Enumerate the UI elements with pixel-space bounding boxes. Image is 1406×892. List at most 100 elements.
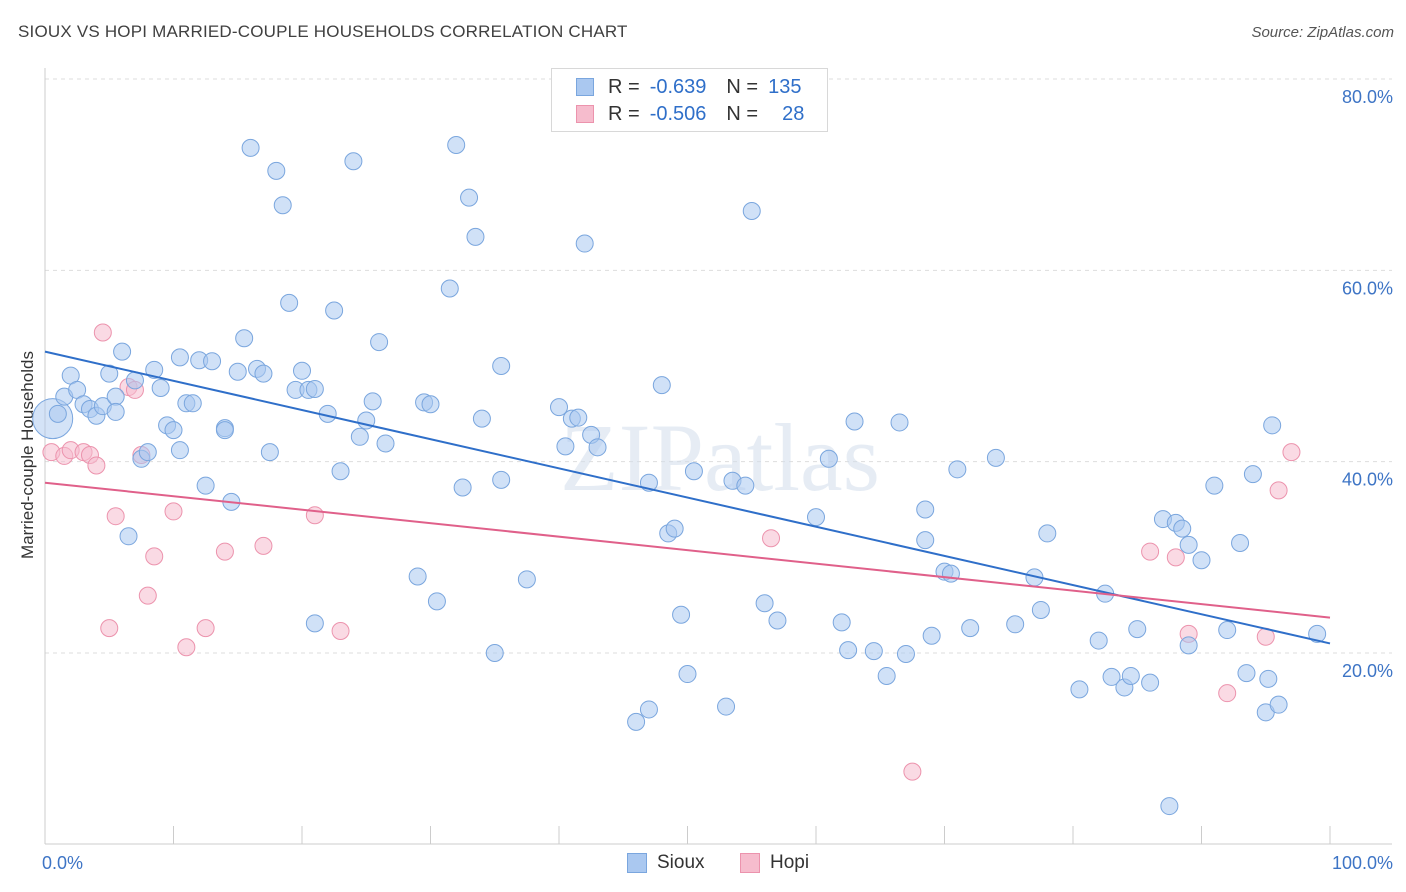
hopi-point: [903, 762, 922, 781]
sioux-point: [588, 438, 607, 457]
sioux-point: [370, 333, 389, 352]
sioux-point: [948, 460, 967, 479]
legend-item-sioux[interactable]: Sioux: [627, 852, 705, 874]
sioux-point: [665, 519, 684, 538]
sioux-legend-label: Sioux: [657, 852, 705, 873]
sioux-point: [305, 614, 324, 633]
sioux-points: [32, 136, 1327, 816]
sioux-legend-swatch: [627, 853, 647, 873]
hopi-r-value: -0.506: [649, 102, 707, 125]
source-label: Source: ZipAtlas.com: [1251, 24, 1394, 41]
sioux-point: [492, 357, 511, 375]
sioux-point: [164, 421, 183, 440]
sioux-point: [922, 626, 941, 645]
sioux-point: [1192, 551, 1211, 570]
x-tick-label: 0.0%: [42, 853, 83, 873]
sioux-point: [755, 594, 774, 613]
sioux-point: [350, 427, 369, 446]
hopi-point: [106, 507, 125, 526]
sioux-point: [421, 395, 440, 414]
sioux-point: [460, 188, 479, 207]
hopi-trend-line: [44, 481, 1331, 619]
sioux-point: [293, 361, 311, 380]
sioux-point: [260, 443, 279, 462]
hopi-swatch: [576, 105, 594, 123]
hopi-point: [93, 323, 112, 342]
sioux-point: [1269, 695, 1288, 714]
sioux-point: [267, 161, 286, 180]
sioux-point: [1308, 624, 1327, 643]
sioux-point: [170, 441, 189, 460]
sioux-point: [113, 342, 132, 361]
sioux-point: [1243, 465, 1262, 484]
sioux-point: [1179, 535, 1198, 554]
sioux-point: [1031, 600, 1050, 619]
sioux-point: [273, 196, 292, 215]
sioux-point: [672, 605, 691, 624]
sioux-point: [196, 476, 215, 495]
correlation-legend: R = -0.639 N = 135 R = -0.506 N = 28: [551, 68, 828, 132]
sioux-point: [427, 592, 446, 611]
sioux-point: [440, 279, 459, 298]
sioux-point: [1263, 416, 1282, 435]
hopi-point: [1141, 542, 1160, 561]
sioux-point: [106, 402, 125, 421]
hopi-point: [87, 456, 106, 475]
y-tick-label: 40.0%: [1342, 470, 1393, 490]
sioux-point: [254, 364, 273, 383]
chart-title: SIOUX VS HOPI MARRIED-COUPLE HOUSEHOLDS …: [18, 22, 628, 41]
sioux-point: [331, 462, 350, 481]
hopi-point: [1282, 443, 1301, 462]
sioux-point: [652, 376, 671, 395]
sioux-point: [807, 508, 825, 527]
hopi-n-label: N =: [726, 102, 759, 125]
sioux-point: [916, 531, 935, 550]
sioux-point: [119, 527, 138, 546]
sioux-point: [235, 329, 254, 348]
sioux-point: [183, 394, 202, 413]
sioux-point: [1006, 615, 1025, 634]
hopi-point: [177, 638, 196, 657]
sioux-point: [890, 413, 909, 432]
sioux-point: [1237, 664, 1256, 683]
sioux-point: [215, 421, 234, 440]
sioux-point: [408, 567, 427, 586]
sioux-point: [1121, 666, 1140, 685]
sioux-point: [961, 619, 980, 638]
hopi-legend-label: Hopi: [770, 852, 810, 873]
sioux-point: [684, 462, 703, 481]
sioux-swatch: [576, 78, 594, 96]
sioux-point: [48, 404, 67, 423]
sioux-point: [627, 712, 646, 731]
sioux-point: [280, 293, 299, 312]
sioux-point: [717, 697, 736, 716]
sioux-point: [447, 136, 466, 155]
sioux-point: [1231, 533, 1250, 552]
sioux-point: [832, 613, 851, 632]
sioux-point: [569, 408, 588, 427]
sioux-point: [736, 476, 755, 495]
sioux-point: [344, 152, 363, 171]
sioux-r-value: -0.639: [649, 75, 707, 98]
sioux-point: [896, 644, 915, 663]
sioux-point: [877, 666, 896, 685]
sioux-point: [228, 362, 247, 381]
grid: [45, 78, 1392, 654]
legend-item-hopi[interactable]: Hopi: [740, 852, 809, 874]
trend-lines: [44, 350, 1331, 645]
y-tick-label: 20.0%: [1342, 661, 1393, 681]
hopi-r-label: R =: [608, 102, 640, 125]
sioux-point: [678, 665, 697, 684]
sioux-point: [742, 202, 761, 221]
sioux-point: [845, 412, 864, 431]
sioux-point: [241, 138, 260, 157]
sioux-point: [138, 443, 157, 462]
hopi-point: [331, 621, 350, 640]
hopi-point: [1269, 481, 1288, 500]
hopi-point: [762, 529, 781, 548]
sioux-point: [986, 448, 1005, 467]
sioux-point: [1070, 680, 1089, 699]
sioux-point: [575, 234, 594, 253]
sioux-point: [639, 700, 658, 719]
